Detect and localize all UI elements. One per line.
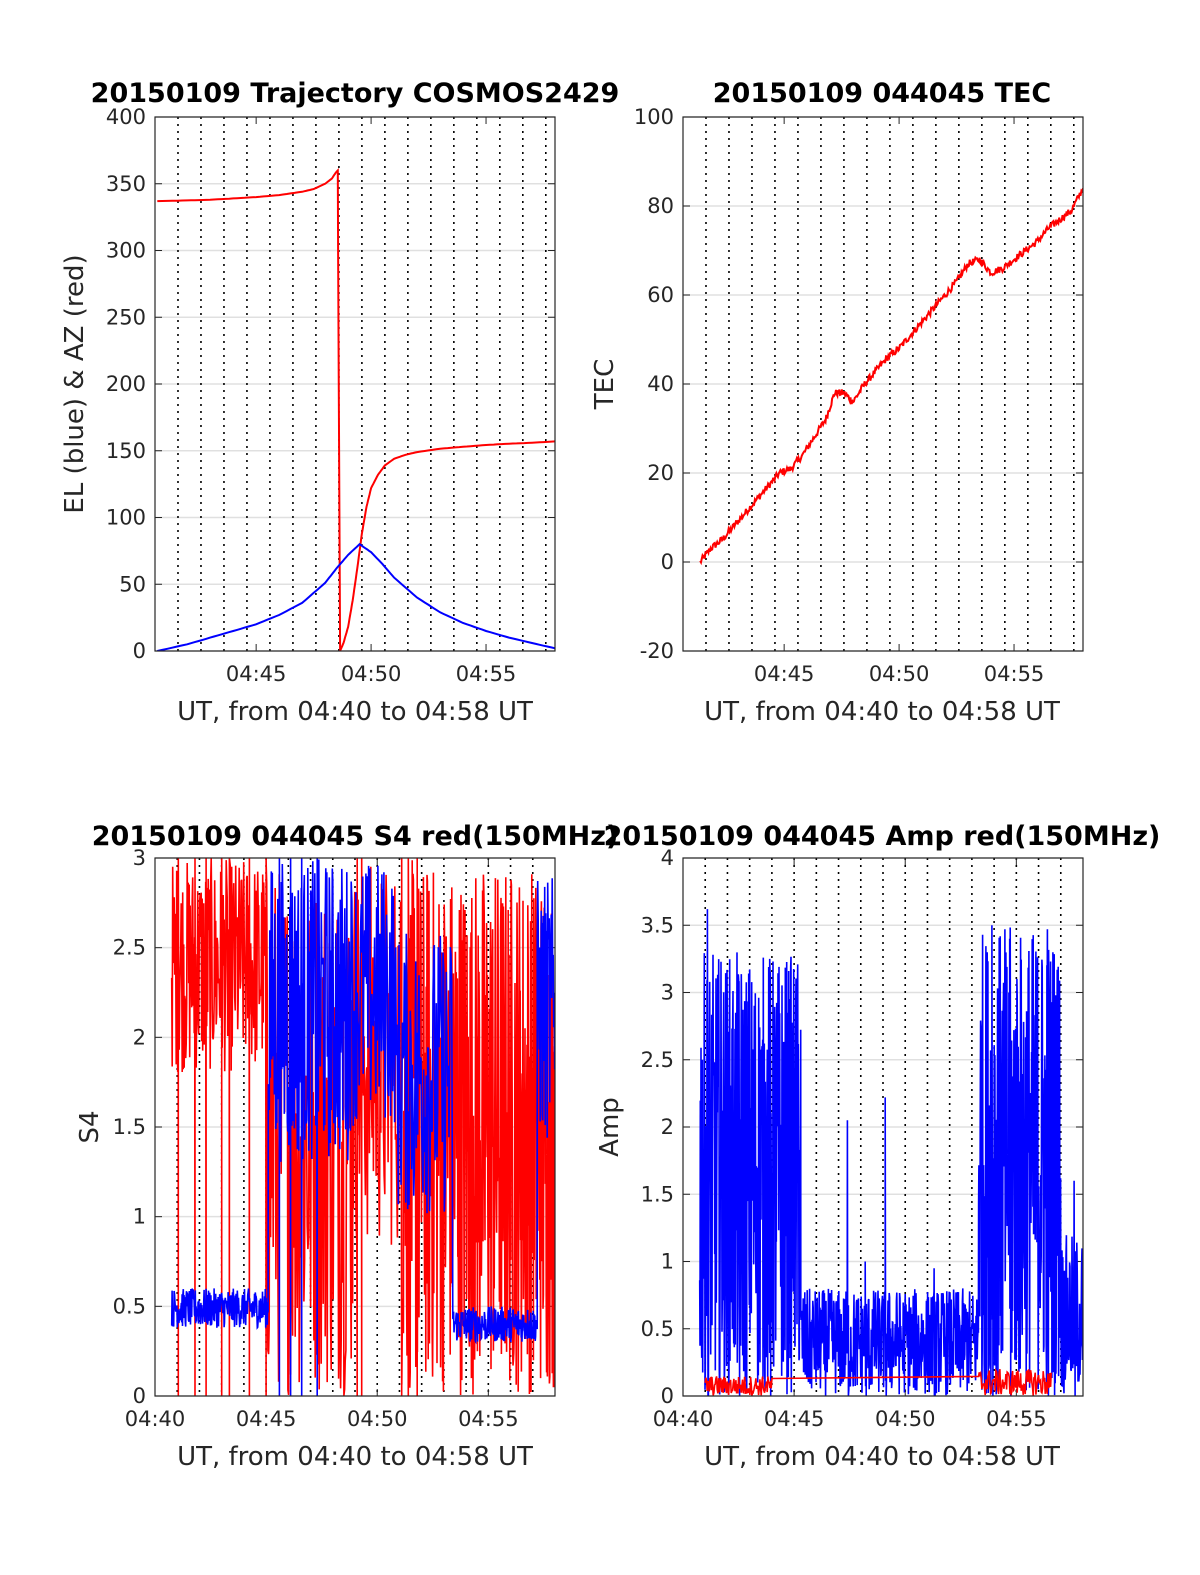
- x-axis-label: UT, from 04:40 to 04:58 UT: [177, 697, 533, 727]
- chart-title: 20150109 044045 TEC: [713, 78, 1052, 109]
- y-axis-label: S4: [75, 1110, 105, 1143]
- y-tick-label: 1: [661, 1250, 674, 1274]
- x-tick-label: 04:50: [347, 1407, 408, 1431]
- chart-title: 20150109 Trajectory COSMOS2429: [91, 78, 620, 109]
- y-tick-label: 4: [661, 846, 674, 870]
- data-layer: [699, 187, 1083, 566]
- x-tick-label: 04:45: [754, 662, 815, 686]
- y-tick-label: 50: [119, 572, 146, 596]
- plot-area: -20 0 20 40 60 80 100 04:45 04:50 04:55: [634, 105, 1084, 686]
- x-axis-label: UT, from 04:40 to 04:58 UT: [177, 1442, 533, 1472]
- series-line-red: [699, 187, 1083, 566]
- data-layer: [170, 858, 555, 1396]
- axes-frame: [154, 116, 556, 652]
- chart-title: 20150109 044045 S4 red(150MHz): [92, 821, 619, 852]
- y-tick-label: 300: [106, 239, 146, 263]
- chart-title: 20150109 044045 Amp red(150MHz): [604, 821, 1161, 852]
- y-tick-label: 350: [106, 172, 146, 196]
- panel-trajectory: 20150109 Trajectory COSMOS2429 UT, from …: [60, 78, 619, 727]
- x-tick-label: 04:55: [456, 662, 517, 686]
- y-tick-label: 0: [133, 639, 146, 663]
- y-tick-label: 3.5: [641, 913, 674, 937]
- panel-tec: 20150109 044045 TEC UT, from 04:40 to 04…: [590, 78, 1084, 727]
- x-axis-label: UT, from 04:40 to 04:58 UT: [704, 697, 1060, 727]
- y-tick-label: 1.5: [113, 1115, 146, 1139]
- y-tick-label: 100: [634, 105, 674, 129]
- y-tick-label: 1.5: [641, 1182, 674, 1206]
- y-tick-label: 80: [647, 194, 674, 218]
- series-line-red: [157, 167, 555, 651]
- y-axis-label: Amp: [595, 1097, 625, 1157]
- y-tick-label: 2.5: [113, 936, 146, 960]
- x-tick-label: 04:45: [226, 662, 287, 686]
- plot-area: 0 50 100 150 200 250 300 350 400 04:45 04:50 04:55: [106, 105, 556, 686]
- y-axis-label: EL (blue) & AZ (red): [60, 254, 90, 513]
- y-tick-label: 100: [106, 506, 146, 530]
- series-line-blue: [170, 858, 555, 1396]
- panel-amp: 20150109 044045 Amp red(150MHz) UT, from…: [595, 821, 1160, 1472]
- y-tick-label: 20: [647, 461, 674, 485]
- y-tick-label: 250: [106, 305, 146, 329]
- y-tick-label: 0.5: [641, 1317, 674, 1341]
- axes-frame: [154, 857, 556, 1397]
- y-tick-label: 2: [661, 1115, 674, 1139]
- y-tick-label: 400: [106, 105, 146, 129]
- plot-area: 0 0.5 1 1.5 2 2.5 3 3.5 4 04:40 04:45 04:50 04:55: [641, 846, 1084, 1431]
- x-tick-label: 04:40: [653, 1407, 714, 1431]
- x-tick-label: 04:55: [458, 1407, 519, 1431]
- y-tick-label: -20: [640, 639, 674, 663]
- data-layer: [698, 909, 1083, 1396]
- y-tick-label: 0: [661, 1384, 674, 1408]
- panel-s4: 20150109 044045 S4 red(150MHz) UT, from …: [75, 821, 618, 1472]
- y-tick-label: 0: [661, 550, 674, 574]
- y-tick-label: 1: [133, 1205, 146, 1229]
- x-tick-label: 04:55: [986, 1407, 1047, 1431]
- y-tick-label: 0.5: [113, 1294, 146, 1318]
- x-tick-label: 04:40: [125, 1407, 186, 1431]
- x-tick-label: 04:45: [764, 1407, 825, 1431]
- y-tick-label: 2: [133, 1025, 146, 1049]
- series-line-blue: [698, 909, 1083, 1396]
- x-tick-label: 04:50: [869, 662, 930, 686]
- x-tick-label: 04:45: [236, 1407, 297, 1431]
- y-tick-label: 2.5: [641, 1048, 674, 1072]
- y-tick-label: 3: [661, 981, 674, 1005]
- y-tick-label: 3: [133, 846, 146, 870]
- series-line-red: [704, 1367, 1052, 1396]
- x-axis-label: UT, from 04:40 to 04:58 UT: [704, 1442, 1060, 1472]
- axes-frame: [682, 116, 1084, 652]
- series-line-blue: [157, 542, 555, 651]
- y-tick-label: 0: [133, 1384, 146, 1408]
- x-tick-label: 04:50: [341, 662, 402, 686]
- x-tick-label: 04:55: [984, 662, 1045, 686]
- axes-frame: [682, 857, 1084, 1397]
- y-axis-label: TEC: [590, 359, 620, 410]
- y-tick-label: 150: [106, 439, 146, 463]
- x-tick-label: 04:50: [875, 1407, 936, 1431]
- y-tick-label: 200: [106, 372, 146, 396]
- data-layer: [157, 167, 555, 651]
- plot-area: 0 0.5 1 1.5 2 2.5 3 04:40 04:45 04:50 04:55: [113, 846, 556, 1431]
- y-tick-label: 60: [647, 283, 674, 307]
- y-tick-label: 40: [647, 372, 674, 396]
